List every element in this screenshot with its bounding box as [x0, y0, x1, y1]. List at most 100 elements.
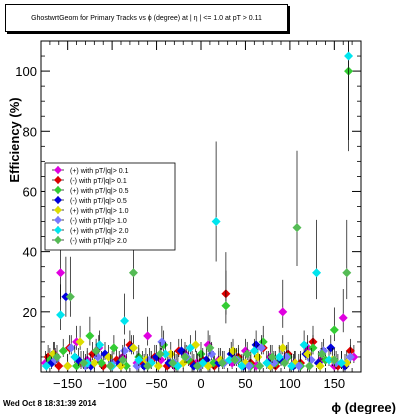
data-point	[303, 349, 313, 359]
data-point	[262, 358, 272, 368]
legend-marker	[54, 226, 62, 234]
data-point	[56, 268, 66, 278]
data-point	[134, 355, 144, 365]
legend-label: (-) with pT/|q|> 0.5	[70, 198, 127, 205]
x-tick-label: 150	[323, 376, 345, 391]
data-point	[278, 343, 288, 353]
data-point	[121, 361, 131, 371]
legend-label: (-) with pT/|q|> 0.1	[70, 178, 127, 185]
data-point	[315, 361, 325, 371]
data-point	[185, 343, 195, 353]
data-point	[312, 268, 322, 278]
data-point	[304, 361, 314, 371]
legend-label: (+) with pT/|q|> 1.0	[70, 208, 129, 215]
x-axis-label: ϕ (degree)	[331, 400, 396, 414]
data-point	[342, 358, 352, 368]
data-point	[54, 361, 64, 371]
data-point	[166, 349, 176, 359]
data-point	[192, 361, 202, 371]
y-tick-label: 20	[23, 305, 37, 320]
chart-title-box: GhostwrtGeom for Primary Tracks vs ϕ (de…	[5, 4, 288, 32]
x-tick-label: −100	[97, 376, 126, 391]
data-point	[253, 352, 263, 362]
data-point	[308, 343, 318, 353]
legend-marker	[54, 196, 62, 204]
legend-marker	[54, 216, 62, 224]
timestamp-footer: Wed Oct 8 18:31:39 2014	[3, 399, 97, 408]
data-point	[128, 343, 138, 353]
data-point	[242, 349, 252, 359]
data-point	[70, 352, 80, 362]
data-point	[329, 325, 339, 335]
data-point	[244, 361, 254, 371]
x-tick-label: 0	[197, 376, 204, 391]
data-point	[345, 352, 355, 362]
data-point	[120, 346, 130, 356]
data-point	[267, 352, 277, 362]
legend-label: (+) with pT/|q|> 0.1	[70, 168, 129, 175]
data-point	[274, 352, 284, 362]
data-point	[280, 358, 290, 368]
legend-marker	[54, 176, 62, 184]
data-point	[65, 292, 75, 302]
chart-title: GhostwrtGeom for Primary Tracks vs ϕ (de…	[31, 14, 262, 22]
data-point	[278, 307, 288, 317]
y-tick-label: 100	[15, 64, 37, 79]
data-point	[317, 349, 327, 359]
data-point	[58, 346, 68, 356]
y-tick-label: 60	[23, 184, 37, 199]
legend-label: (-) with pT/|q|> 1.0	[70, 218, 127, 225]
legend-marker	[54, 236, 62, 244]
data-point	[109, 343, 119, 353]
data-point	[180, 352, 190, 362]
legend: (+) with pT/|q|> 0.1 (-) with pT/|q|> 0.1…	[44, 162, 176, 251]
data-point	[85, 331, 95, 341]
legend-marker	[54, 206, 62, 214]
y-tick-label: 80	[23, 124, 37, 139]
data-point	[91, 346, 101, 356]
data-point	[104, 352, 114, 362]
data-point	[66, 343, 76, 353]
data-point	[63, 361, 73, 371]
data-point	[294, 361, 304, 371]
data-point	[160, 349, 170, 359]
legend-label: (+) with pT/|q|> 0.5	[70, 188, 129, 195]
data-point	[237, 361, 247, 371]
data-point	[326, 343, 336, 353]
data-point	[230, 355, 240, 365]
data-point	[89, 358, 99, 368]
x-tick-label: 100	[279, 376, 301, 391]
legend-label: (+) with pT/|q|> 2.0	[70, 228, 129, 235]
data-point	[224, 355, 234, 365]
data-point	[211, 217, 221, 227]
y-tick-label: 40	[23, 245, 37, 260]
data-point	[292, 223, 302, 233]
y-axis-label: Efficiency (%)	[7, 97, 22, 182]
x-tick-label: −150	[53, 376, 82, 391]
data-point	[79, 358, 89, 368]
data-point	[342, 268, 352, 278]
data-point	[52, 352, 62, 362]
data-point	[143, 331, 153, 341]
data-point	[228, 346, 238, 356]
data-point	[153, 361, 163, 371]
data-point	[128, 268, 138, 278]
x-tick-label: 50	[238, 376, 252, 391]
data-point	[96, 358, 106, 368]
data-point	[41, 361, 51, 371]
series-6	[41, 41, 354, 372]
data-point	[95, 340, 105, 350]
legend-marker	[54, 166, 62, 174]
data-point	[205, 343, 215, 353]
data-point	[344, 51, 354, 61]
series-layer	[40, 41, 359, 372]
legend-box	[44, 162, 176, 251]
data-point	[221, 301, 231, 311]
legend-label: (-) with pT/|q|> 2.0	[70, 238, 127, 245]
data-point	[75, 337, 85, 347]
data-point	[118, 355, 128, 365]
data-point	[196, 349, 206, 359]
data-point	[105, 361, 115, 371]
data-point	[56, 310, 66, 320]
